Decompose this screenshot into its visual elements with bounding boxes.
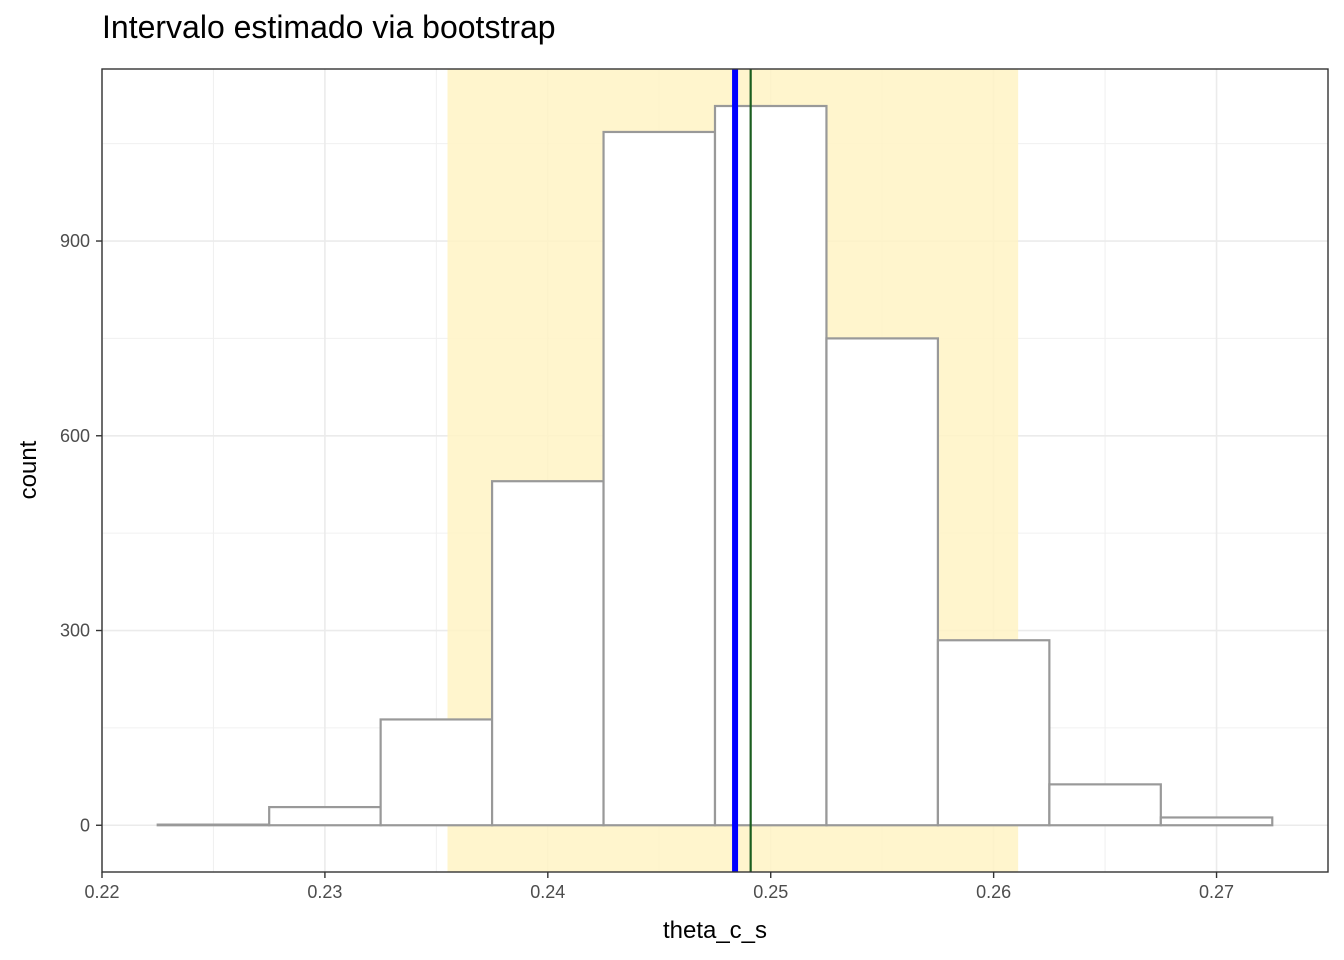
x-tick-label: 0.24 — [530, 882, 565, 902]
histogram-bar — [379, 718, 494, 827]
y-tick-label: 300 — [60, 621, 90, 641]
histogram-bar — [490, 480, 605, 827]
histogram-bar — [268, 805, 382, 827]
histogram-bar — [825, 337, 940, 827]
histogram-bar — [1159, 816, 1274, 827]
y-tick-label: 0 — [80, 815, 90, 835]
x-tick-label: 0.25 — [753, 882, 788, 902]
x-tick-label: 0.26 — [976, 882, 1011, 902]
x-tick-label: 0.22 — [84, 882, 119, 902]
histogram-bar — [1048, 783, 1162, 827]
x-tick-label: 0.23 — [307, 882, 342, 902]
y-tick-label: 900 — [60, 231, 90, 251]
histogram-bar — [713, 104, 828, 827]
histogram-bar — [602, 130, 717, 827]
plot-panel — [101, 68, 1329, 873]
x-axis-title: theta_c_s — [663, 917, 767, 944]
x-tick-label: 0.27 — [1199, 882, 1234, 902]
histogram-bar — [936, 639, 1051, 827]
histogram-bar — [156, 823, 271, 827]
panel-border — [101, 68, 1329, 873]
y-tick-label: 600 — [60, 426, 90, 446]
chart-title: Intervalo estimado via bootstrap — [102, 9, 556, 45]
y-axis-title: count — [15, 440, 42, 499]
